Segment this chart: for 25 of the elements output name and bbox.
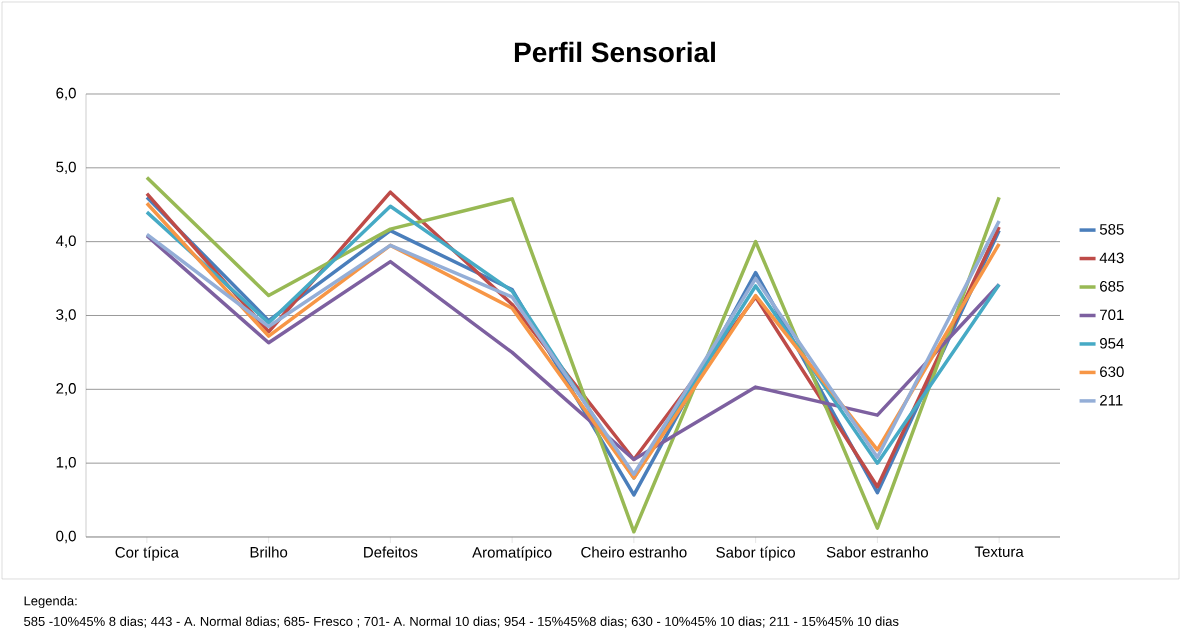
x-tick-label: Cheiro estranho [581,546,687,558]
chart-title: Perfil Sensorial [514,41,715,63]
legend-label: 685 [1100,281,1124,292]
x-tick-label: Cor típica [115,546,179,561]
legend-label: 630 [1100,366,1124,378]
y-tick-label: 4,0 [55,235,76,248]
legend-label: 701 [1100,309,1124,321]
legend-label: 443 [1099,252,1124,264]
x-tick-label: Brilho [250,546,288,558]
y-tick-label: 1,0 [56,456,76,470]
y-tick-label: 3,0 [56,309,76,322]
legend-label: 954 [1100,337,1124,349]
x-tick-label: Textura [974,546,1024,557]
y-tick-label: 0,0 [56,530,76,544]
y-tick-label: 2,0 [56,383,76,396]
x-tick-label: Aromatípico [472,546,552,561]
x-tick-label: Defeitos [364,546,418,558]
text: Legenda: [24,595,77,609]
y-tick-label: 5,0 [56,161,76,175]
x-tick-label: Sabor típico [716,546,796,561]
y-tick-label: 6,0 [56,87,76,101]
x-tick-label: Sabor estranho [826,546,929,558]
legend-label: 585 [1099,224,1124,235]
legend-label: 211 [1100,394,1123,406]
text: 585 -10%45% 8 dias; 443 - A. Normal 8dias; 685- Fresco ; 701- A. Normal 10 dias; 954 - 15%45%8 dias; 630 - 10%45% 10 dias; 211 - 15%45% 10 dias [24,616,899,628]
